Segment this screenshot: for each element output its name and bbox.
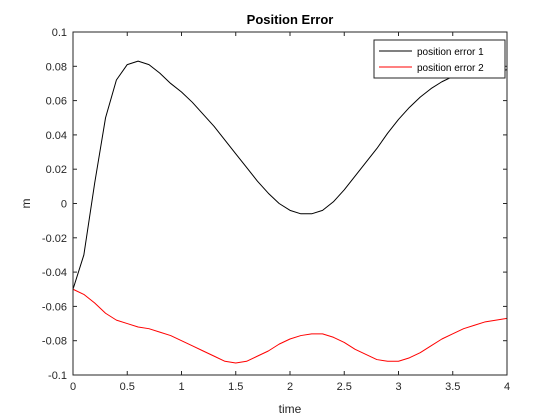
x-tick-label: 0.5 — [120, 381, 135, 393]
plot-area — [73, 32, 507, 375]
x-tick-label: 4 — [504, 381, 510, 393]
y-tick-label: 0.08 — [46, 61, 67, 73]
legend-entry-1: position error 1 — [417, 47, 484, 58]
x-tick-label: 0 — [70, 381, 76, 393]
y-tick-label: -0.06 — [42, 301, 67, 313]
y-tick-label: -0.1 — [48, 370, 67, 382]
y-tick-label: 0.02 — [46, 164, 67, 176]
legend-box — [373, 39, 506, 79]
series-line-2 — [72, 288, 508, 364]
y-tick-label: 0.04 — [46, 130, 67, 142]
x-tick-label: 3 — [395, 381, 401, 393]
x-axis-label: time — [279, 402, 302, 416]
x-tick-label: 1.5 — [228, 381, 243, 393]
x-tick-label: 3.5 — [445, 381, 460, 393]
y-tick-label: 0.06 — [46, 96, 67, 108]
legend: position error 1 position error 2 — [373, 39, 506, 79]
legend-entry-2: position error 2 — [417, 63, 484, 74]
series-line-1 — [72, 60, 508, 290]
chart-title: Position Error — [247, 12, 334, 27]
x-tick-label: 1 — [178, 381, 184, 393]
x-tick-label: 2 — [287, 381, 293, 393]
y-tick-label: -0.04 — [42, 267, 67, 279]
y-tick-label: -0.08 — [42, 336, 67, 348]
x-tick-label: 2.5 — [337, 381, 352, 393]
ticks-layer: 0 0.5 1 1.5 2 2.5 3 3.5 4 -0.1 -0.08 -0.06 -0.04 -0.0… — [42, 27, 510, 393]
series-layer — [72, 60, 508, 364]
y-tick-label: -0.02 — [42, 233, 67, 245]
y-tick-label: 0 — [61, 199, 67, 211]
y-axis-label: m — [19, 199, 33, 209]
y-tick-label: 0.1 — [52, 27, 67, 39]
